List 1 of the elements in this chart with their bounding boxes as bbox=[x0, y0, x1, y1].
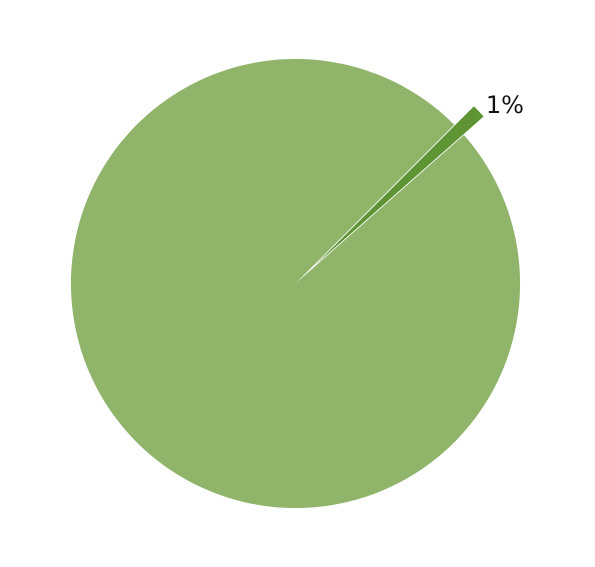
data-label: 1% bbox=[486, 90, 524, 119]
